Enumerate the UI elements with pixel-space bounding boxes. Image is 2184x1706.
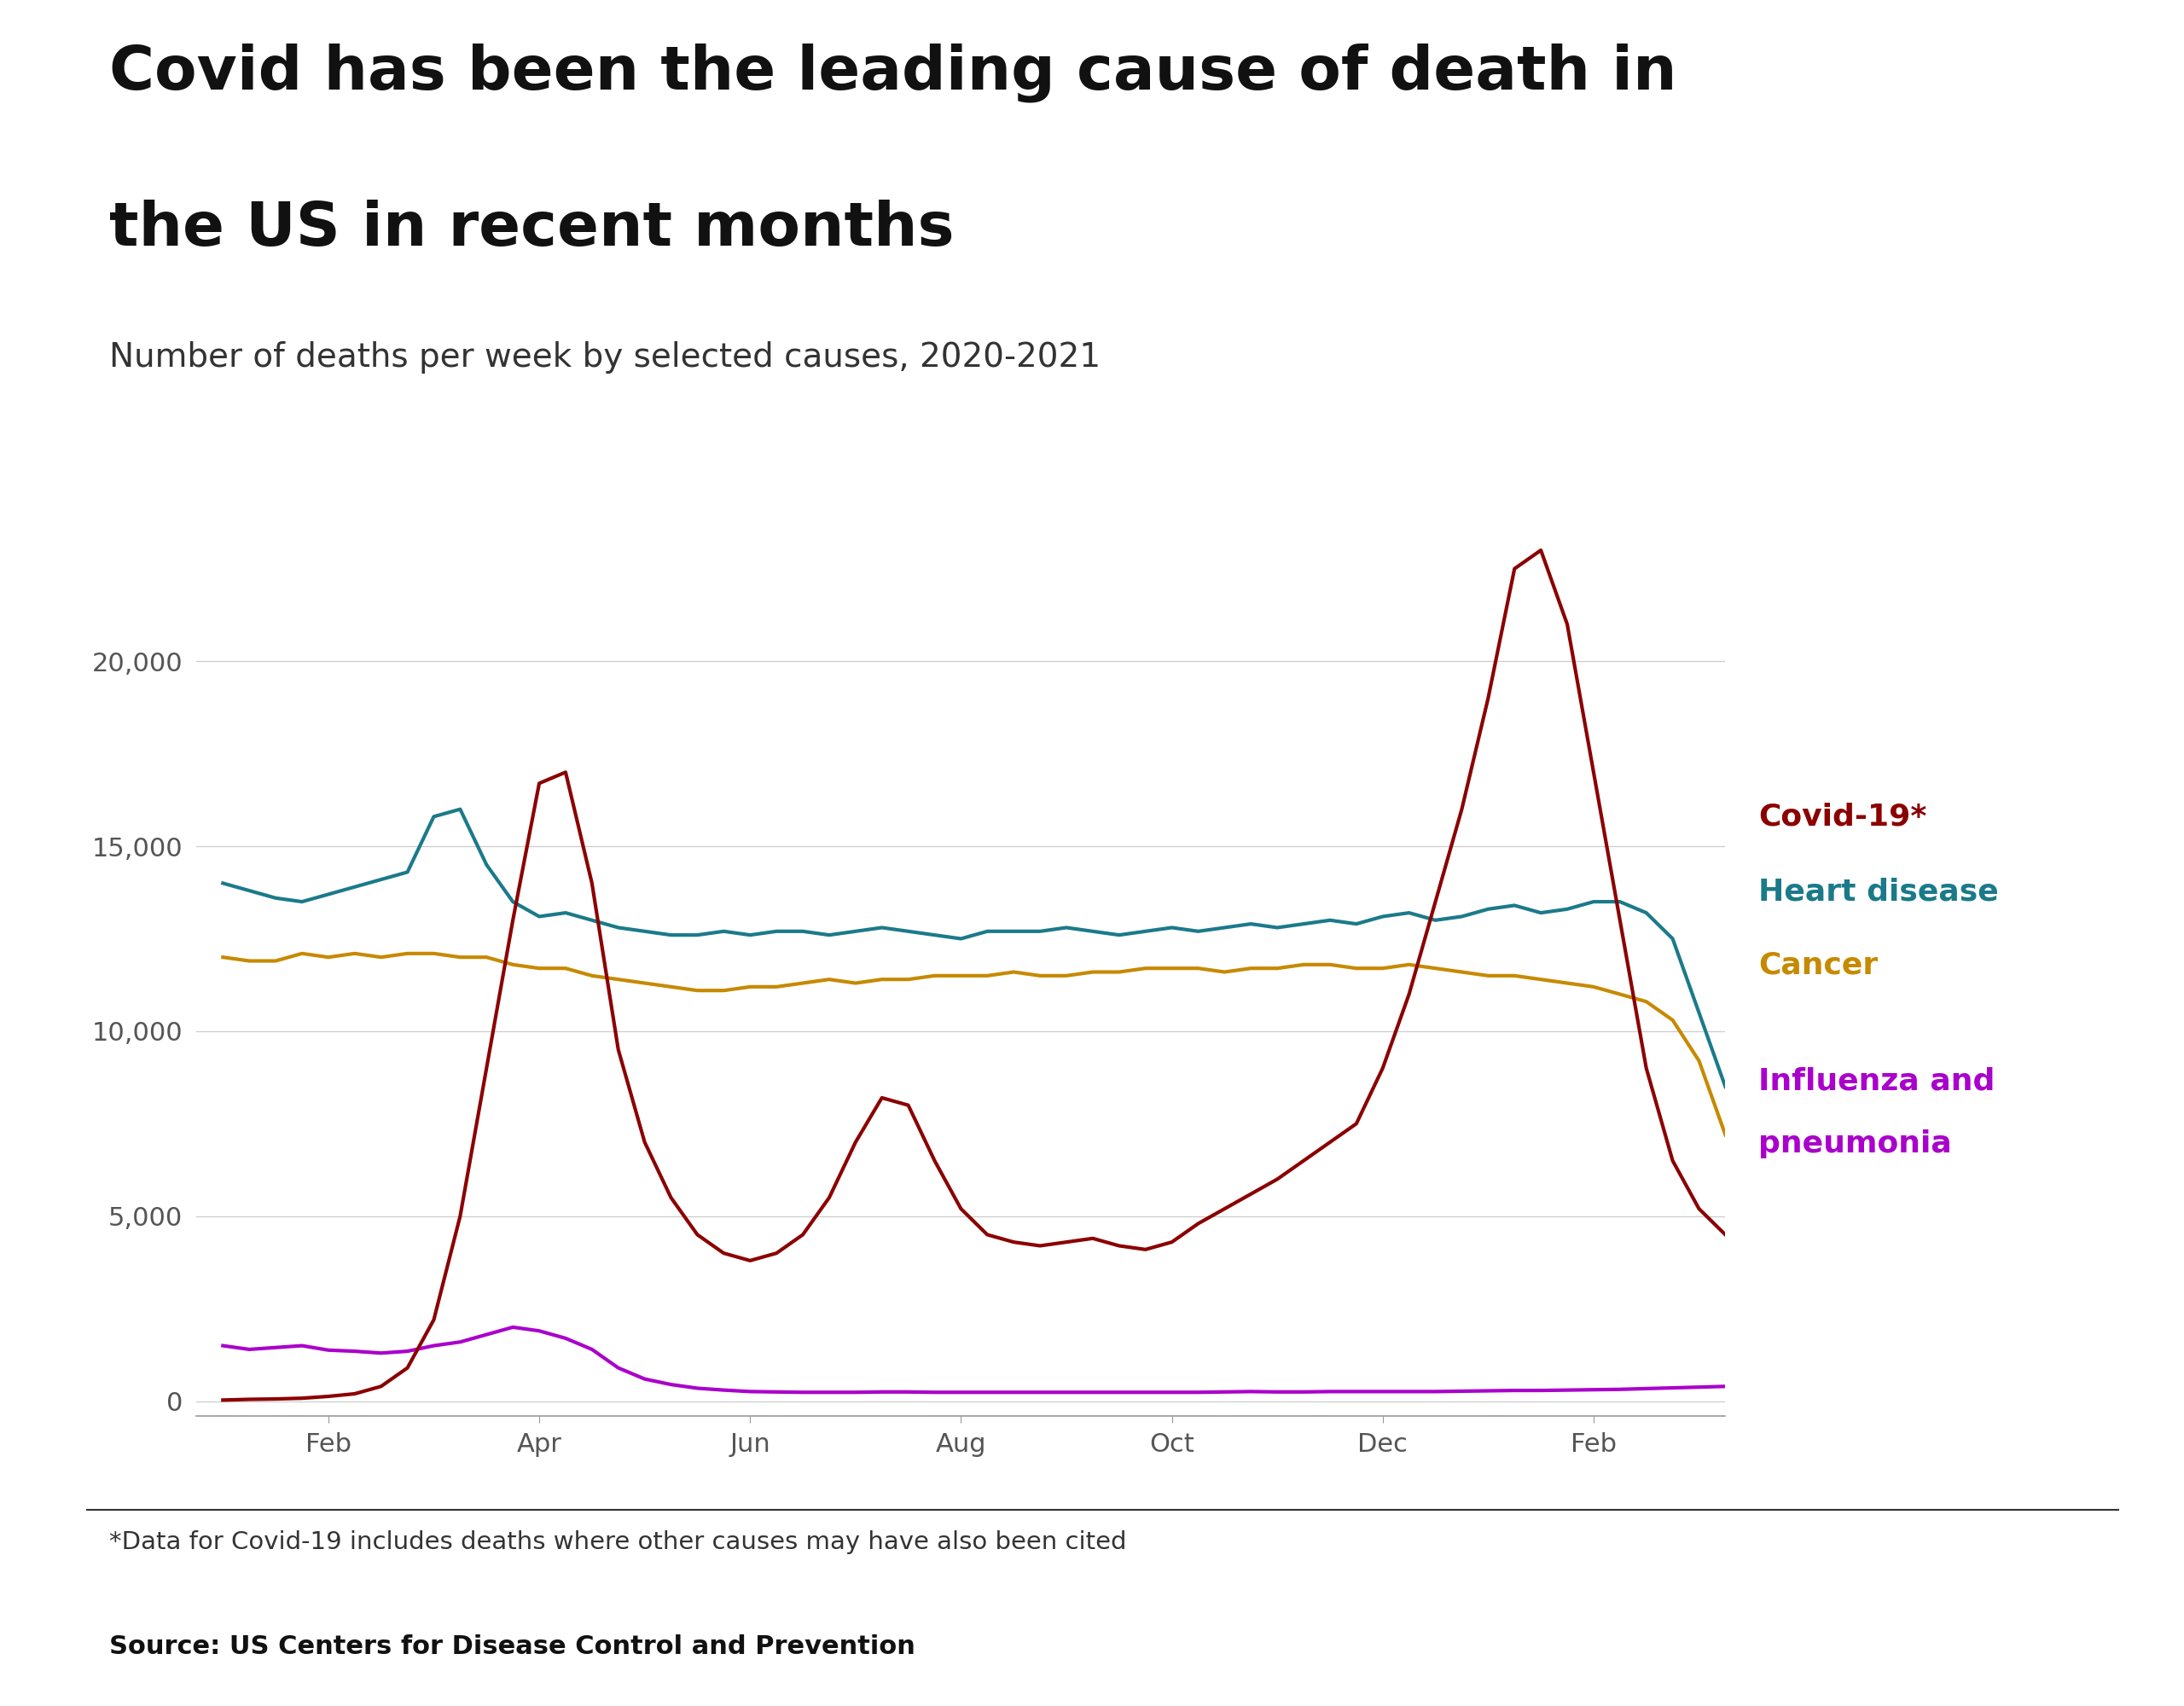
Text: Number of deaths per week by selected causes, 2020-2021: Number of deaths per week by selected ca…	[109, 341, 1101, 374]
Text: Covid-19*: Covid-19*	[1758, 802, 1926, 831]
Text: Covid has been the leading cause of death in: Covid has been the leading cause of deat…	[109, 43, 1677, 102]
Text: the US in recent months: the US in recent months	[109, 200, 954, 258]
Text: pneumonia: pneumonia	[1758, 1129, 1952, 1158]
Text: B: B	[1974, 1605, 2005, 1641]
Text: Heart disease: Heart disease	[1758, 877, 1998, 906]
Text: Influenza and: Influenza and	[1758, 1066, 1994, 1095]
Text: Source: US Centers for Disease Control and Prevention: Source: US Centers for Disease Control a…	[109, 1634, 915, 1658]
Text: B: B	[2101, 1605, 2132, 1641]
Text: *Data for Covid-19 includes deaths where other causes may have also been cited: *Data for Covid-19 includes deaths where…	[109, 1530, 1127, 1554]
Text: Cancer: Cancer	[1758, 950, 1878, 979]
